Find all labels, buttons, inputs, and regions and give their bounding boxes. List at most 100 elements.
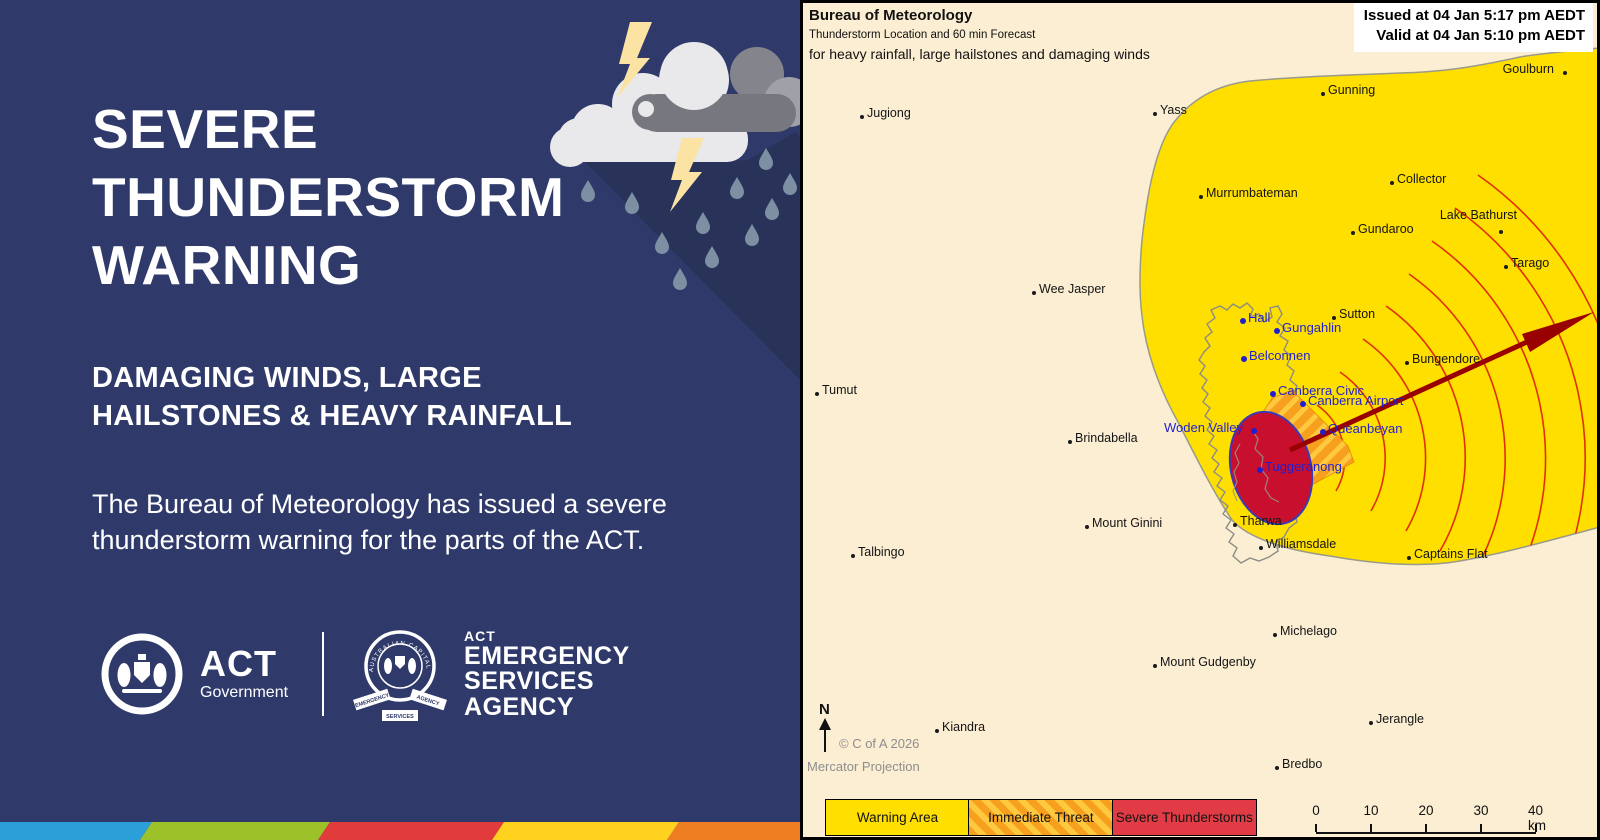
map-graphics: [1139, 47, 1597, 566]
place-name: Brindabella: [1075, 431, 1138, 445]
city-dot: [1300, 401, 1306, 407]
city-dot: [1320, 429, 1326, 435]
town-dot: [1332, 316, 1336, 320]
city-dot: [1274, 328, 1280, 334]
esa-wordmark: ACT EMERGENCY SERVICES AGENCY: [464, 628, 630, 721]
stripe-green: [140, 822, 330, 840]
place-name: Mount Ginini: [1092, 516, 1163, 530]
town-dot: [1275, 766, 1279, 770]
severe-thunderstorm-region: [1228, 410, 1314, 526]
scale-tick: [1425, 824, 1427, 832]
scale-bar-line: [1316, 832, 1536, 834]
town-dot: [860, 115, 864, 119]
place-name: Wee Jasper: [1039, 282, 1106, 296]
legend-severe-thunderstorms: Severe Thunderstorms: [1111, 799, 1257, 836]
town-dot: [1153, 664, 1157, 668]
dark-cloud-icon: [730, 47, 784, 101]
town-dot: [851, 554, 855, 558]
scale-bar: 0 10 20 30 40 km: [1286, 803, 1576, 837]
esa-badge-logo: AUSTRALIAN CAPITAL TERRITORY EMERGENCY S…: [352, 622, 448, 721]
place-name: Williamsdale: [1266, 537, 1337, 551]
town-dot: [1407, 556, 1411, 560]
map-legend: Warning Area Immediate Threat Severe Thu…: [825, 799, 1257, 836]
act-government-wordmark: ACT Government: [200, 646, 288, 702]
city-dot: [1241, 356, 1247, 362]
town-dot: [1233, 523, 1237, 527]
scale-tick-label: 20: [1418, 803, 1434, 818]
esa-ribbons: EMERGENCY SERVICES AGENCY: [353, 688, 448, 721]
town-dot: [1504, 265, 1508, 269]
map-subtitle2: for heavy rainfall, large hailstones and…: [809, 46, 1150, 62]
warning-description: The Bureau of Meteorology has issued a s…: [92, 489, 667, 556]
scale-tick-label: 40 km: [1528, 803, 1546, 833]
town-dot: [1259, 546, 1263, 550]
place-name: Michelago: [1280, 624, 1337, 638]
place-name: Bungendore: [1412, 352, 1481, 366]
town-dot: [1068, 440, 1072, 444]
dark-cloud-swirl-icon: [632, 94, 796, 132]
page-title: SEVERE THUNDERSTORM WARNING: [92, 98, 565, 297]
town-dot: [1199, 195, 1203, 199]
light-cloud-icon: [660, 42, 728, 110]
place-name: Kiandra: [942, 720, 986, 734]
act-government-logo: [101, 633, 183, 715]
place-name: Gunning: [1328, 83, 1376, 97]
place-name: Mount Gudgenby: [1160, 655, 1256, 669]
place-name: Canberra Civic: [1278, 383, 1364, 398]
place-name: Tumut: [822, 383, 857, 397]
town-dot: [815, 392, 819, 396]
act-boundary: [1198, 302, 1313, 564]
place-name: Jugiong: [867, 106, 911, 120]
town-dot: [935, 729, 939, 733]
place-name: Gundaroo: [1358, 222, 1414, 236]
place-name: Sutton: [1339, 307, 1376, 321]
esa-name-label: EMERGENCY SERVICES AGENCY: [464, 641, 630, 721]
north-arrow-icon: [819, 718, 831, 752]
legend-label: Warning Area: [856, 810, 939, 825]
bom-warning-map: Bureau of Meteorology Thunderstorm Locat…: [800, 0, 1600, 840]
town-dot: [1321, 92, 1325, 96]
valid-time: Valid at 04 Jan 5:10 pm AEDT: [1376, 27, 1585, 45]
issued-valid-box: Issued at 04 Jan 5:17 pm AEDT Valid at 0…: [1353, 3, 1593, 52]
scale-tick-label: 10: [1363, 803, 1379, 818]
dark-cloud-icon: [764, 77, 800, 127]
town-dot: [1499, 230, 1503, 234]
place-name: Queanbeyan: [1328, 421, 1403, 436]
place-name: Gungahlin: [1282, 320, 1342, 335]
town-dot: [1563, 71, 1567, 75]
light-cloud-icon: [550, 45, 748, 167]
legend-warning-area: Warning Area: [825, 799, 970, 836]
agency-logos: ACT Government AUSTRALIAN CAPITAL TERRIT…: [100, 622, 630, 722]
town-dot: [1405, 361, 1409, 365]
government-label: Government: [200, 684, 289, 701]
scale-tick: [1315, 824, 1317, 832]
copyright-label: © C of A 2026: [839, 736, 920, 751]
place-name: Woden Valley: [1163, 420, 1243, 435]
town-dot: [1390, 181, 1394, 185]
north-indicator: N: [815, 701, 835, 759]
ribbon-label: SERVICES: [386, 714, 414, 720]
scale-tick-label: 0: [1312, 803, 1320, 818]
map-subtitle: Thunderstorm Location and 60 min Forecas…: [809, 29, 1036, 41]
projection-label: Mercator Projection: [807, 759, 920, 774]
lightning-bolt-icon: [617, 22, 704, 212]
place-name: Talbingo: [858, 545, 905, 559]
city-dot: [1257, 467, 1263, 473]
esa-act-label: ACT: [464, 627, 496, 644]
place-name: Yass: [1160, 103, 1187, 117]
logo-divider: [322, 632, 325, 716]
town-dot: [1351, 231, 1355, 235]
town-dot: [1369, 721, 1373, 725]
place-name: Tarago: [1511, 256, 1550, 270]
town-dot: [1032, 291, 1036, 295]
stripe-yellow: [492, 822, 679, 840]
scale-tick-label: 30: [1473, 803, 1489, 818]
north-label: N: [819, 701, 830, 718]
scale-tick: [1480, 824, 1482, 832]
map-header: Bureau of Meteorology Thunderstorm Locat…: [809, 7, 1150, 62]
scale-tick: [1370, 824, 1372, 832]
scale-tick: [1535, 824, 1537, 832]
warning-info-panel: SEVERE THUNDERSTORM WARNING DAMAGING WIN…: [0, 22, 800, 840]
town-dot: [1273, 633, 1277, 637]
